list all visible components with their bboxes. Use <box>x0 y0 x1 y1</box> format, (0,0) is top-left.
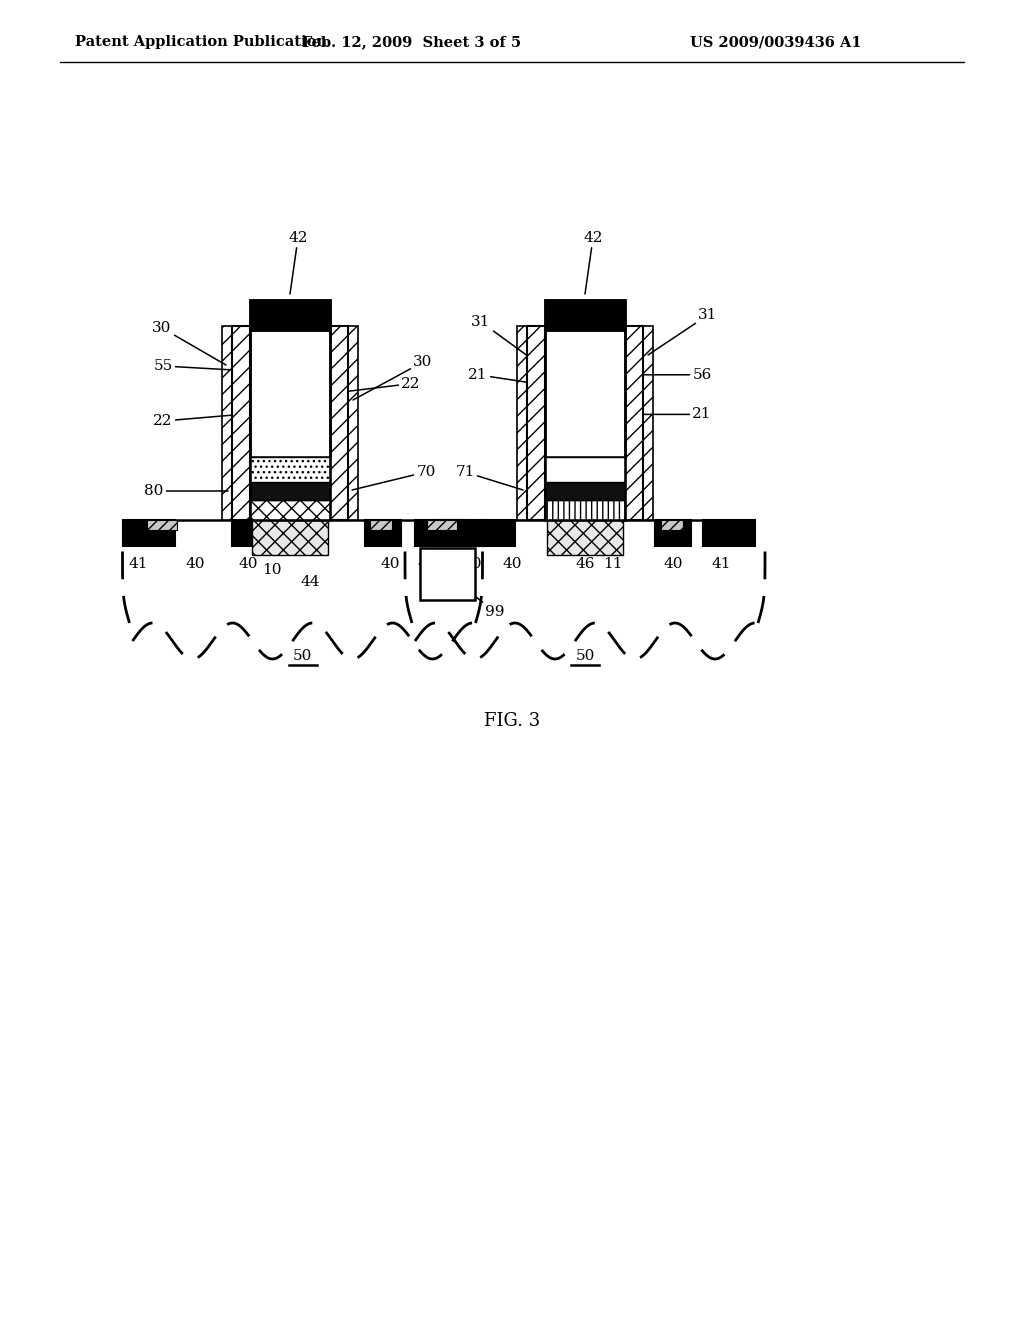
Bar <box>427 520 457 531</box>
Text: 42: 42 <box>288 231 308 294</box>
Bar <box>643 326 653 520</box>
Text: 70: 70 <box>352 465 435 490</box>
Bar <box>348 326 358 520</box>
Text: 42: 42 <box>584 231 603 294</box>
Text: 40: 40 <box>185 557 205 572</box>
Text: 50: 50 <box>293 649 312 663</box>
Text: 40: 40 <box>380 557 399 572</box>
Bar <box>545 330 625 457</box>
Bar <box>545 457 625 482</box>
Bar <box>365 520 401 546</box>
Text: 30: 30 <box>153 321 226 366</box>
Bar <box>250 300 330 520</box>
Text: 22: 22 <box>154 414 241 428</box>
Bar <box>370 520 392 531</box>
Bar <box>545 500 625 520</box>
Bar <box>517 326 527 520</box>
Bar <box>147 520 177 531</box>
Bar <box>123 520 175 546</box>
Bar <box>250 457 330 482</box>
Bar <box>655 520 691 546</box>
Bar <box>434 520 486 546</box>
Text: 99: 99 <box>447 574 505 619</box>
Text: 40: 40 <box>664 557 683 572</box>
Text: 41: 41 <box>417 557 437 572</box>
Text: 41: 41 <box>712 557 731 572</box>
Text: FIG. 3: FIG. 3 <box>484 711 540 730</box>
Text: 50: 50 <box>575 649 595 663</box>
Text: 40: 40 <box>502 557 522 572</box>
Bar <box>250 300 330 330</box>
Bar <box>479 520 515 546</box>
Text: 56: 56 <box>634 368 712 381</box>
Text: Patent Application Publication: Patent Application Publication <box>75 36 327 49</box>
Bar <box>527 326 545 520</box>
Bar <box>703 520 755 546</box>
Bar <box>232 520 268 546</box>
Text: 40: 40 <box>239 557 258 572</box>
Text: 41: 41 <box>443 557 463 572</box>
Text: 10: 10 <box>262 564 282 577</box>
Bar <box>625 326 643 520</box>
Bar <box>415 520 467 546</box>
Text: 71: 71 <box>456 465 523 490</box>
Text: 22: 22 <box>339 376 421 392</box>
Text: 31: 31 <box>648 308 718 355</box>
Bar <box>545 300 625 330</box>
Bar <box>252 520 328 554</box>
Bar <box>545 482 625 500</box>
Bar <box>420 548 475 601</box>
Bar <box>662 520 683 531</box>
Bar <box>330 326 348 520</box>
Bar <box>222 326 232 520</box>
Text: 40: 40 <box>462 557 481 572</box>
Text: 21: 21 <box>468 368 536 384</box>
Text: 31: 31 <box>471 315 536 362</box>
Text: 55: 55 <box>154 359 241 374</box>
Bar <box>250 330 330 457</box>
Text: 21: 21 <box>634 408 712 421</box>
Bar <box>250 482 330 500</box>
Text: 41: 41 <box>128 557 147 572</box>
Text: Feb. 12, 2009  Sheet 3 of 5: Feb. 12, 2009 Sheet 3 of 5 <box>302 36 521 49</box>
Bar <box>547 520 623 554</box>
Bar <box>250 500 330 520</box>
Text: 46: 46 <box>575 557 595 572</box>
Text: 30: 30 <box>353 355 433 400</box>
Text: 11: 11 <box>603 557 623 572</box>
Bar <box>545 300 625 520</box>
Bar <box>232 326 250 520</box>
Text: 44: 44 <box>300 576 319 589</box>
Text: US 2009/0039436 A1: US 2009/0039436 A1 <box>690 36 861 49</box>
Text: 80: 80 <box>144 484 228 498</box>
